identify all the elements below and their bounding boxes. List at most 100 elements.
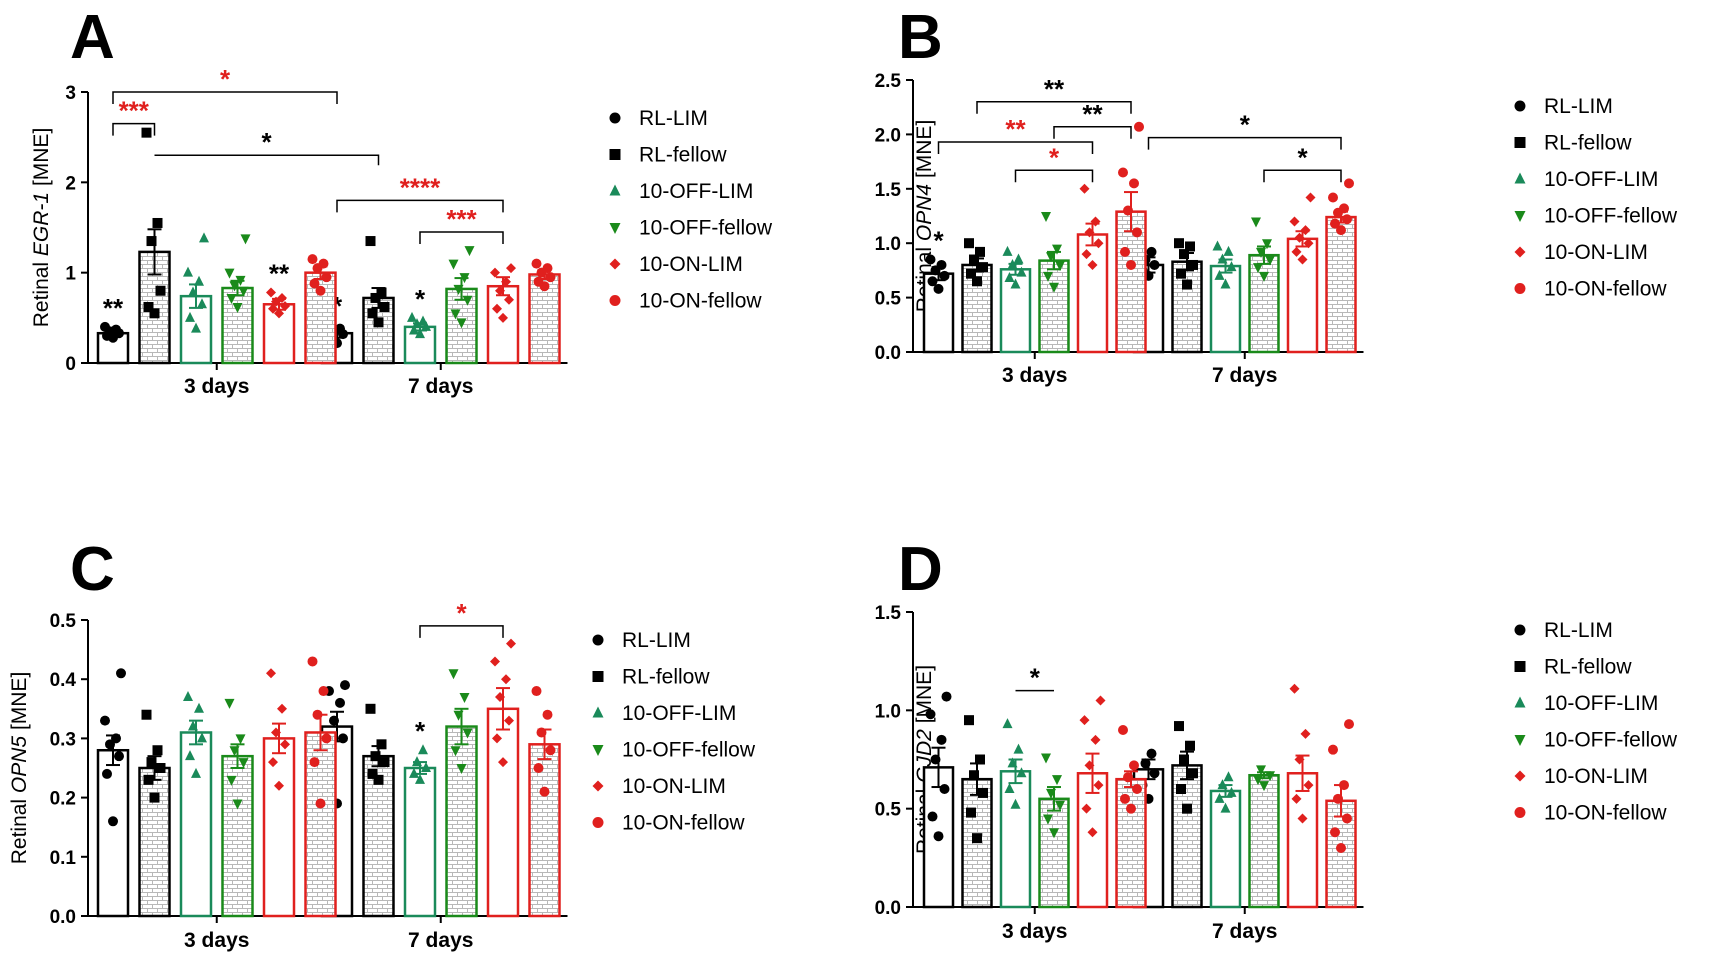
bar — [1286, 772, 1319, 909]
data-point — [238, 286, 249, 297]
data-point — [235, 734, 246, 745]
bar — [1171, 260, 1203, 354]
data-point — [370, 292, 381, 303]
bar — [138, 766, 171, 918]
data-point — [321, 733, 332, 744]
data-point — [232, 302, 243, 313]
data-point — [409, 324, 419, 335]
data-point — [1185, 241, 1195, 252]
data-point — [1004, 783, 1015, 793]
legend-label: RL-fellow — [1544, 132, 1632, 155]
data-point — [266, 287, 276, 298]
data-point — [226, 293, 237, 304]
data-point — [1118, 725, 1128, 735]
data-point — [1095, 695, 1106, 706]
significance-bracket — [937, 141, 1094, 155]
data-point — [453, 710, 464, 721]
data-point — [1182, 803, 1192, 814]
legend-marker — [1514, 137, 1526, 148]
data-point — [146, 236, 157, 247]
data-point — [1132, 227, 1142, 238]
bar — [1248, 773, 1280, 909]
y-tick-label: 0 — [65, 354, 76, 375]
y-axis-label-gene: OPN4 — [913, 184, 936, 241]
data-point — [933, 831, 944, 842]
data-point — [1217, 779, 1228, 790]
legend-marker — [592, 706, 604, 718]
significance-bracket — [112, 122, 156, 136]
significance-bracket — [1053, 126, 1132, 139]
y-tick-label: 0.0 — [875, 898, 901, 919]
data-point — [309, 757, 320, 768]
data-point — [1123, 205, 1133, 216]
bar — [528, 273, 561, 365]
legend-marker — [609, 258, 621, 270]
legend-label: 10-ON-LIM — [1544, 241, 1648, 264]
data-point — [340, 680, 350, 691]
significance-bracket — [1014, 169, 1094, 183]
data-point — [318, 686, 329, 697]
data-point — [1265, 771, 1275, 782]
data-point — [318, 258, 329, 269]
significance-bracket — [154, 154, 380, 166]
data-point — [1123, 772, 1133, 783]
data-point — [1149, 259, 1160, 270]
legend-marker — [1514, 661, 1526, 672]
data-point — [1118, 167, 1128, 178]
y-tick-label: 0.2 — [50, 789, 76, 810]
data-point — [1004, 272, 1015, 283]
data-point — [315, 285, 326, 296]
data-point — [1328, 744, 1338, 755]
y-axis-label-suffix: [MNE] — [913, 665, 936, 729]
bracket-label: * — [1240, 110, 1251, 140]
data-point — [224, 268, 235, 279]
data-point — [1256, 765, 1266, 776]
data-point — [266, 668, 276, 679]
data-point — [533, 276, 544, 287]
legend-marker — [1514, 696, 1526, 708]
data-point — [930, 754, 941, 765]
data-point — [459, 273, 470, 284]
data-point — [307, 254, 318, 265]
data-point — [1132, 784, 1142, 794]
data-point — [152, 217, 163, 228]
data-point — [141, 709, 152, 720]
data-point — [1055, 800, 1065, 811]
bracket-label: * — [1049, 142, 1060, 172]
data-point — [1188, 259, 1198, 270]
data-point — [1081, 249, 1092, 260]
data-point — [1007, 757, 1018, 768]
data-point — [197, 298, 207, 309]
legend-marker — [1514, 211, 1526, 222]
data-point — [185, 750, 195, 761]
data-point — [421, 320, 431, 331]
data-point — [194, 275, 204, 286]
y-tick-label: 0.0 — [50, 907, 76, 928]
data-point — [111, 324, 121, 335]
data-point — [495, 691, 505, 702]
data-point — [545, 745, 556, 756]
data-point — [108, 816, 118, 827]
data-point — [415, 773, 425, 784]
y-tick-label: 1.0 — [875, 701, 901, 722]
legend-marker — [592, 745, 604, 756]
data-point — [238, 758, 249, 769]
data-point — [1079, 183, 1090, 194]
data-point — [936, 734, 947, 745]
data-point — [1126, 803, 1136, 814]
y-axis-label-prefix: Retinal — [8, 793, 31, 864]
legend-marker — [592, 671, 604, 682]
legend-label: 10-OFF-LIM — [639, 180, 753, 203]
data-point — [235, 275, 246, 286]
data-point — [1010, 798, 1021, 809]
data-point — [1002, 718, 1013, 729]
y-tick-label: 0.4 — [50, 670, 77, 691]
data-point — [100, 715, 110, 726]
significance-mark: * — [415, 716, 426, 746]
data-point — [456, 764, 467, 774]
data-point — [498, 312, 508, 323]
data-point — [1176, 784, 1186, 794]
data-point — [1303, 780, 1314, 791]
